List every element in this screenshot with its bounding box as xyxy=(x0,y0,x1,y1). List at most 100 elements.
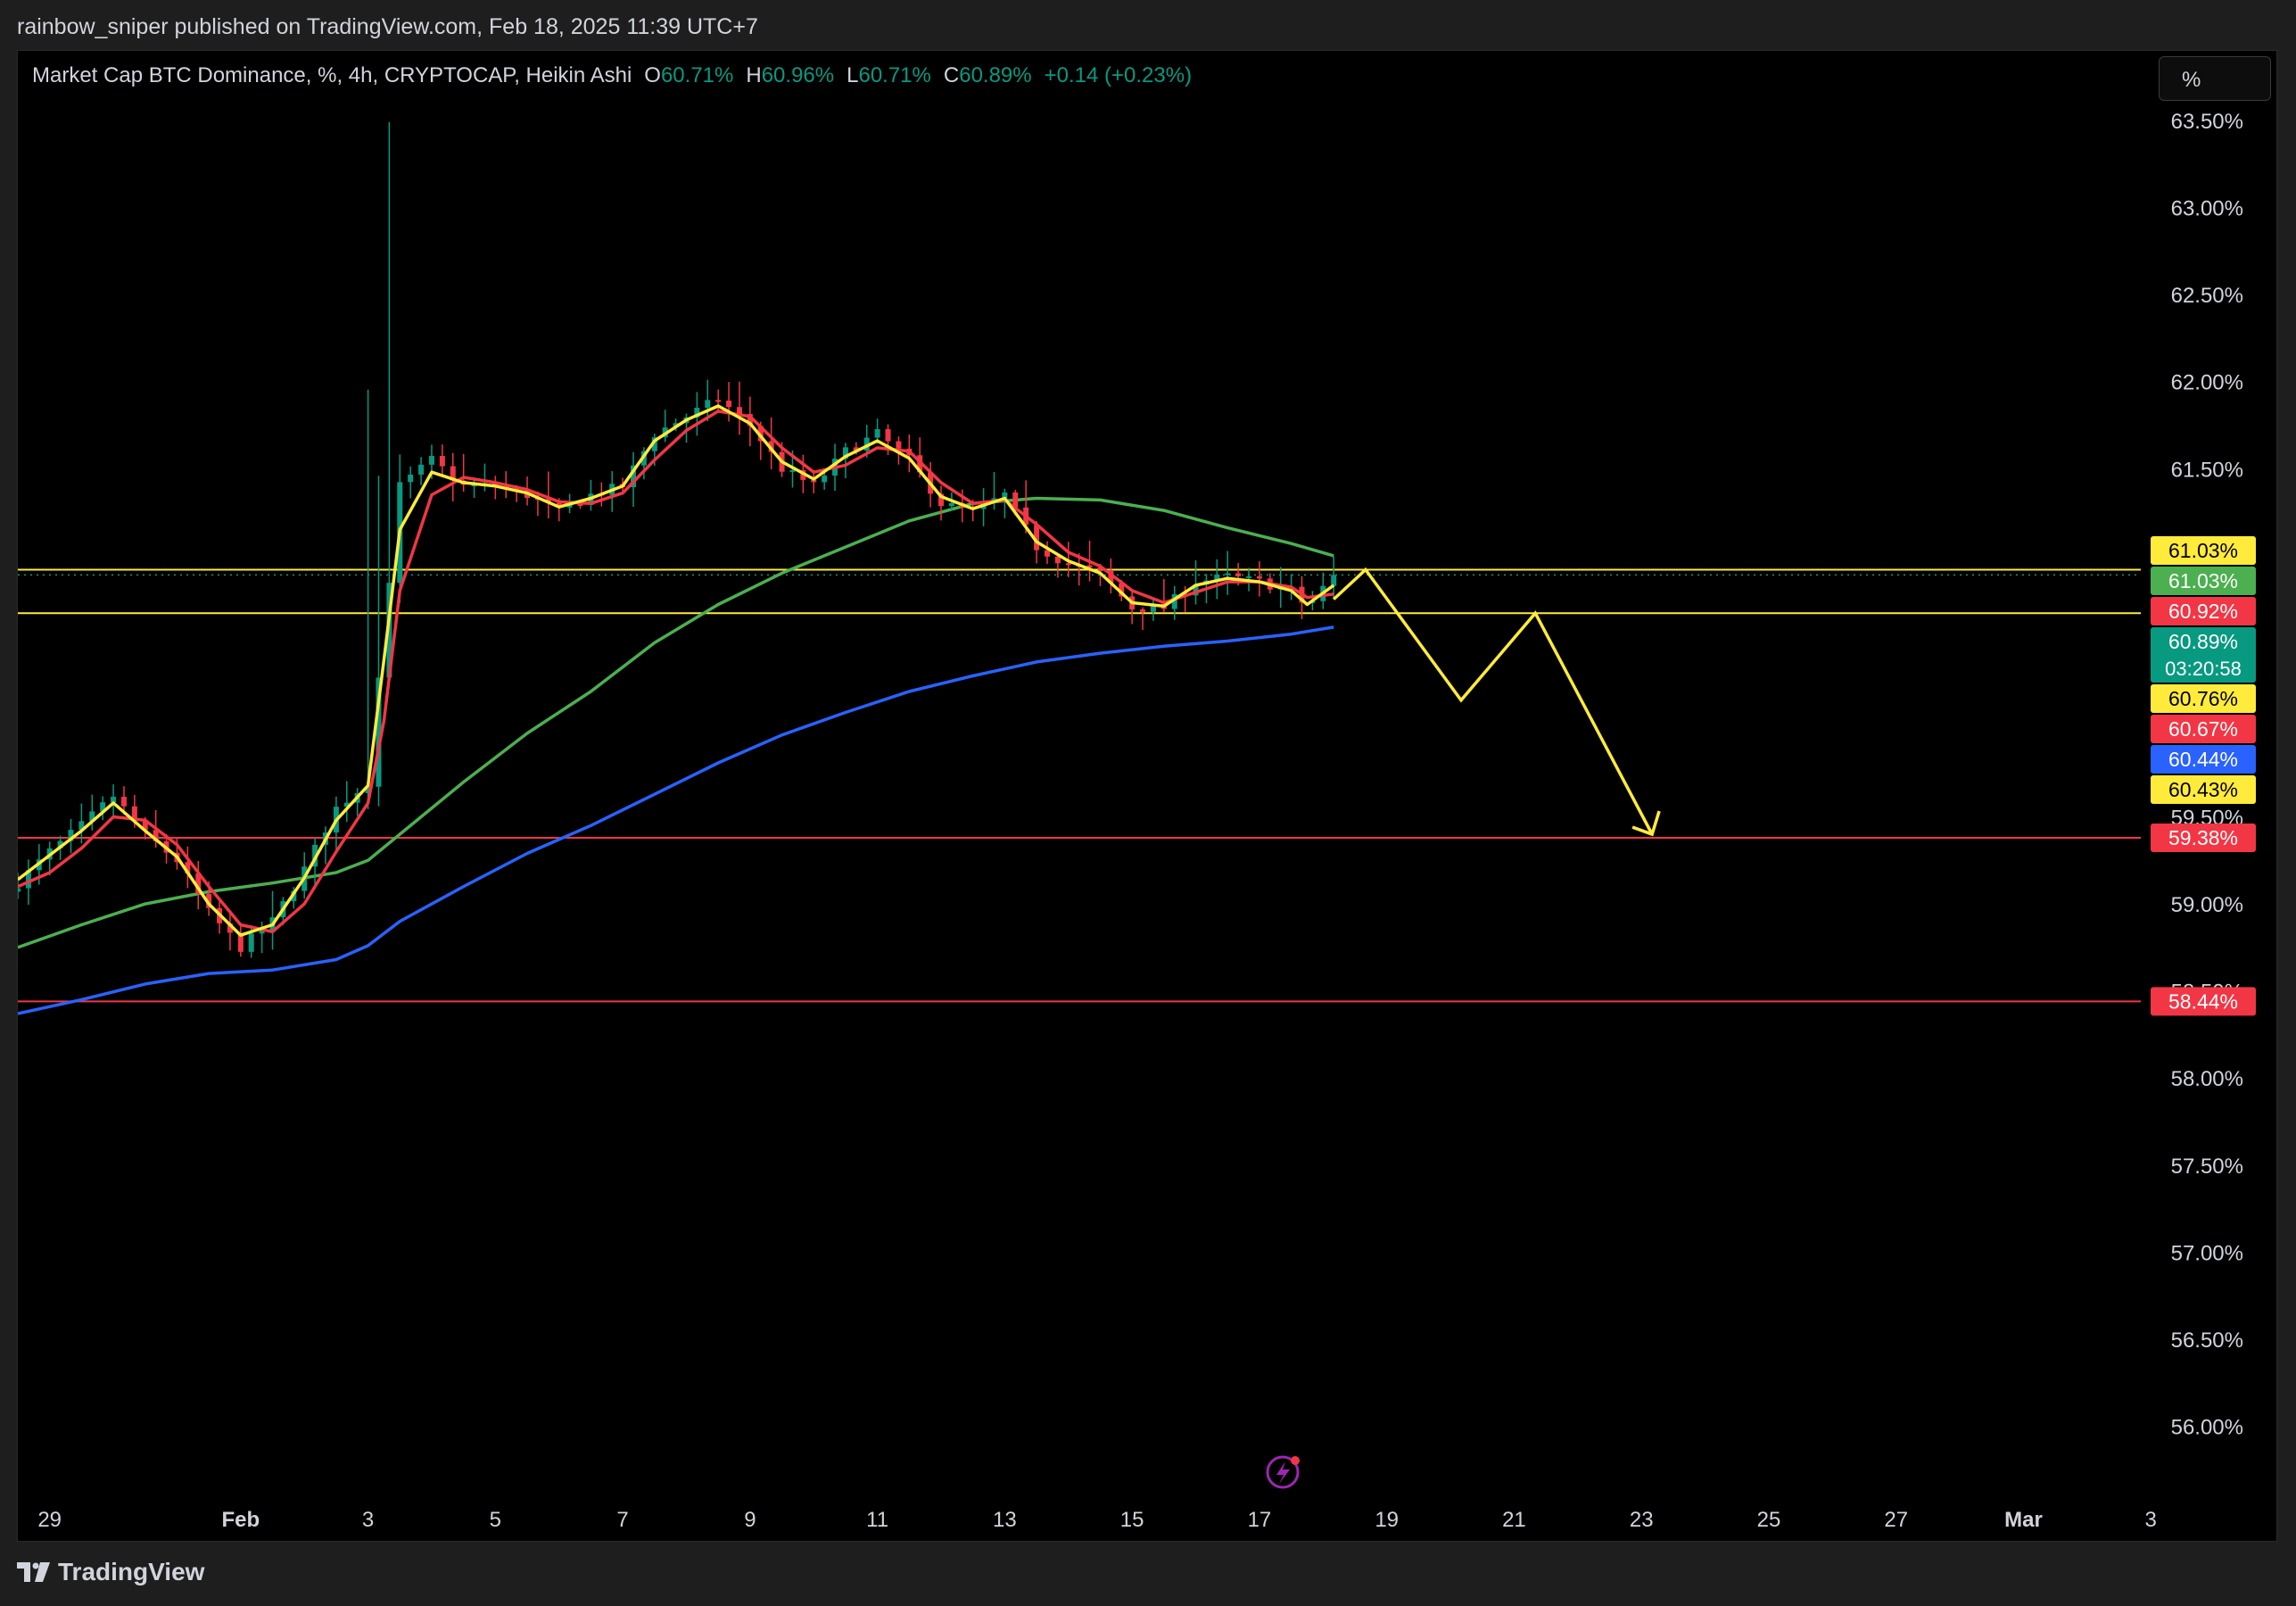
y-tick-label: 59.00% xyxy=(2171,893,2243,917)
x-tick-label: 3 xyxy=(2145,1508,2157,1532)
symbol-legend: Market Cap BTC Dominance, %, 4h, CRYPTOC… xyxy=(32,63,1192,88)
x-tick-label: 29 xyxy=(37,1508,62,1532)
price-badge xyxy=(2151,745,2256,774)
x-tick-label: 27 xyxy=(1884,1508,1908,1532)
x-tick-label: Feb xyxy=(221,1508,260,1532)
candle-body xyxy=(789,469,796,472)
price-axis-badges: 61.03% 61.03% 60.92% 60.89% 03:20:58 60.76% 60… xyxy=(2151,536,2256,1016)
high-label: H xyxy=(746,63,762,87)
low-label: L xyxy=(847,63,859,87)
candle-body xyxy=(1214,574,1220,581)
candle-body xyxy=(1235,573,1242,576)
price-badge xyxy=(2151,536,2256,565)
candle-body xyxy=(386,583,392,678)
candle-body xyxy=(25,870,31,889)
price-badge-label: 60.92% xyxy=(2168,600,2238,623)
y-tick-label: 56.00% xyxy=(2171,1415,2243,1439)
candle-body xyxy=(343,802,350,807)
x-tick-label: 9 xyxy=(744,1508,756,1532)
candle-body xyxy=(1065,563,1071,566)
footer-bar: TradingView xyxy=(0,1542,2296,1606)
y-tick-label: 63.50% xyxy=(2171,110,2243,134)
price-chart[interactable]: 56.00%56.50%57.00%57.50%58.00%58.50%59.0… xyxy=(18,51,2278,1543)
tradingview-logo[interactable]: TradingView xyxy=(17,1558,204,1586)
price-badge xyxy=(2151,823,2256,852)
candle-body xyxy=(1140,609,1146,612)
chart-pane[interactable]: 56.00%56.50%57.00%57.50%58.00%58.50%59.0… xyxy=(17,50,2277,1542)
candle-body xyxy=(1256,575,1262,579)
lightning-icon[interactable] xyxy=(1266,1455,1300,1489)
countdown-label: 03:20:58 xyxy=(2165,658,2242,680)
candle-body xyxy=(1012,492,1019,508)
candle-body xyxy=(556,502,562,508)
y-tick-label: 62.50% xyxy=(2171,284,2243,308)
candle-body xyxy=(237,932,244,952)
y-tick-label: 61.50% xyxy=(2171,458,2243,482)
candle-body xyxy=(938,493,945,507)
candle-body xyxy=(227,923,233,933)
x-tick-label: 5 xyxy=(490,1508,501,1532)
candle-body xyxy=(1331,575,1337,586)
level-lines xyxy=(18,568,2141,1003)
candle-body xyxy=(439,456,445,467)
change-value: +0.14 (+0.23%) xyxy=(1044,63,1193,87)
price-badge-label: 60.89% xyxy=(2168,630,2238,653)
price-badge-label: 61.03% xyxy=(2168,569,2238,592)
high-value: 60.96% xyxy=(761,63,835,87)
x-tick-label: 15 xyxy=(1120,1508,1144,1532)
candle-body xyxy=(1054,556,1061,564)
candle-body xyxy=(1044,550,1050,557)
candle-body xyxy=(853,447,859,451)
projection-arrowhead xyxy=(1631,810,1661,837)
price-badge-label: 59.38% xyxy=(2168,826,2238,849)
price-badge xyxy=(2151,715,2256,743)
candles xyxy=(18,121,1337,958)
publisher-line: rainbow_sniper published on TradingView.… xyxy=(17,14,758,39)
candle-body xyxy=(1086,565,1093,567)
notification-dot xyxy=(1291,1456,1300,1465)
x-tick-label: 7 xyxy=(616,1508,628,1532)
x-tick-label: 13 xyxy=(993,1508,1017,1532)
candle-body xyxy=(1193,584,1199,596)
x-tick-label: 11 xyxy=(866,1508,888,1532)
candle-body xyxy=(365,786,371,794)
candle-body xyxy=(18,888,21,892)
candle-body xyxy=(450,466,456,481)
price-badge xyxy=(2151,627,2256,683)
close-label: C xyxy=(943,63,960,87)
candle-body xyxy=(874,429,880,438)
candle-body xyxy=(726,401,732,408)
price-badge xyxy=(2151,775,2256,804)
candle-body xyxy=(428,456,434,465)
candle-body xyxy=(259,930,265,934)
x-tick-label: 3 xyxy=(362,1508,374,1532)
candle-body xyxy=(631,465,637,488)
y-tick-label: 63.00% xyxy=(2171,197,2243,221)
x-tick-label: Mar xyxy=(2004,1508,2043,1532)
candle-body xyxy=(68,830,74,841)
price-badge-label: 61.03% xyxy=(2168,539,2238,562)
candle-body xyxy=(206,893,212,908)
candle-body xyxy=(131,806,137,822)
y-tick-label: 57.50% xyxy=(2171,1155,2243,1179)
candle-body xyxy=(822,476,828,483)
price-badge-label: 60.67% xyxy=(2168,717,2238,741)
candle-body xyxy=(89,811,95,822)
tradingview-logo-icon xyxy=(17,1562,50,1582)
candle-body xyxy=(471,484,477,487)
candle-body xyxy=(376,677,382,787)
candle-body xyxy=(715,400,722,402)
x-tick-label: 19 xyxy=(1375,1508,1399,1532)
lightning-icon-ring xyxy=(1266,1455,1300,1489)
y-tick-label: 57.00% xyxy=(2171,1241,2243,1265)
scale-mode-button[interactable]: % xyxy=(2159,56,2271,101)
candle-body xyxy=(757,426,764,442)
candle-body xyxy=(418,464,425,475)
x-tick-label: 21 xyxy=(1502,1508,1526,1532)
candle-body xyxy=(78,821,85,831)
open-value: 60.71% xyxy=(660,63,734,87)
candle-body xyxy=(1246,575,1252,578)
symbol-title: Market Cap BTC Dominance, %, 4h, CRYPTOC… xyxy=(32,63,632,87)
candle-body xyxy=(948,502,954,507)
candle-body xyxy=(842,447,848,459)
